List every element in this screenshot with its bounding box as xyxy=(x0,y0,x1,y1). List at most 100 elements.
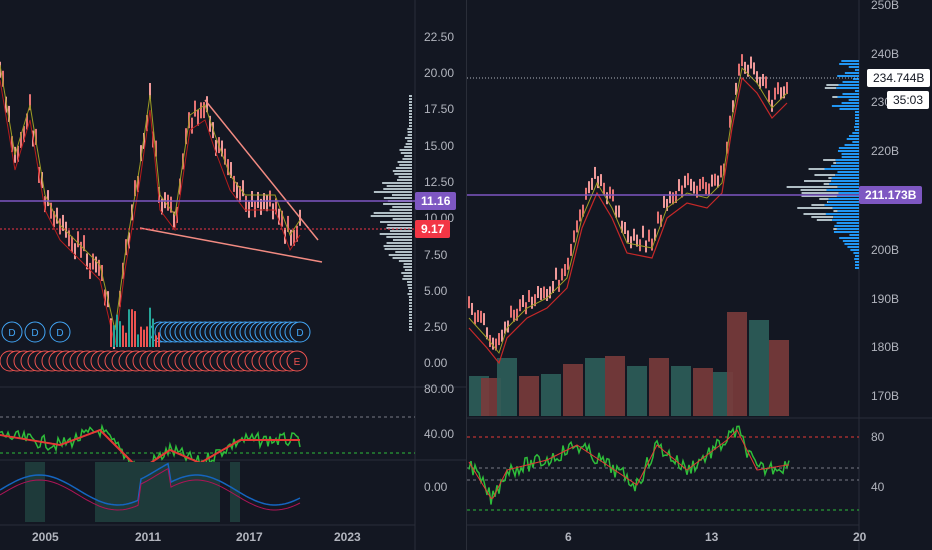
volume-profile-bar xyxy=(407,140,412,142)
volume-profile-bar xyxy=(383,197,412,199)
right-highlight-price-badge: 211.173B xyxy=(859,186,923,204)
volume-profile-bar xyxy=(383,188,412,190)
volume-profile-bar xyxy=(409,302,412,304)
volume-profile-bar xyxy=(836,162,859,164)
moving-average-line xyxy=(468,76,788,365)
event-marker-circle xyxy=(1,321,23,343)
moving-average-line xyxy=(0,79,301,346)
right-price-tick: 220B xyxy=(871,144,900,158)
volume-profile-bar xyxy=(392,257,412,259)
event-marker-circle xyxy=(49,321,71,343)
left-price-tick: 0.00 xyxy=(424,356,448,370)
volume-profile-bar xyxy=(384,248,412,250)
right-countdown-badge: 35:03 xyxy=(887,91,930,109)
volume-profile-bar xyxy=(403,263,412,265)
volume-bar xyxy=(131,309,133,347)
right-time-tick: 20 xyxy=(853,530,867,544)
volume-profile-bar xyxy=(370,215,412,217)
left-support-trendline[interactable] xyxy=(139,227,323,263)
volume-profile-bar xyxy=(828,177,832,179)
volume-bar xyxy=(519,376,539,416)
volume-profile-bar xyxy=(837,210,859,212)
volume-bar xyxy=(727,312,747,416)
left-resistance-trendline[interactable] xyxy=(204,99,319,241)
volume-profile-bar xyxy=(855,267,859,269)
left-volume-profile xyxy=(370,95,412,331)
volume-bar xyxy=(122,325,124,347)
volume-bar xyxy=(149,307,151,347)
right-chart-canvas[interactable] xyxy=(467,0,932,550)
left-price-tick: 2.50 xyxy=(424,320,448,334)
volume-profile-bar xyxy=(842,81,859,83)
volume-profile-bar xyxy=(399,149,412,151)
volume-profile-bar xyxy=(804,180,832,182)
volume-profile-bar xyxy=(404,137,412,139)
volume-profile-bar xyxy=(855,129,859,131)
volume-profile-bar xyxy=(825,213,859,215)
oscillator-band xyxy=(95,462,115,522)
volume-profile-bar xyxy=(827,201,859,203)
volume-profile-bar xyxy=(379,233,412,235)
volume-bar xyxy=(152,318,154,347)
volume-profile-bar xyxy=(836,195,859,197)
volume-profile-bar xyxy=(839,63,859,65)
volume-profile-bar xyxy=(844,243,859,245)
volume-bar xyxy=(137,334,139,347)
volume-profile-bar xyxy=(837,75,859,77)
volume-profile-bar xyxy=(835,159,859,161)
volume-profile-bar xyxy=(797,207,833,209)
volume-profile-bar xyxy=(834,225,859,227)
right-chart-pane[interactable]: 250B 240B 230B 220B 200B 190B 180B 170B … xyxy=(466,0,932,550)
volume-profile-bar xyxy=(823,159,836,161)
volume-bar xyxy=(749,320,769,416)
volume-profile-bar xyxy=(833,228,837,230)
volume-profile-bar xyxy=(836,228,859,230)
volume-profile-bar xyxy=(405,143,412,145)
volume-profile-bar xyxy=(844,72,859,74)
volume-bar xyxy=(649,358,669,416)
volume-profile-bar xyxy=(409,95,412,97)
right-price-series xyxy=(468,54,788,365)
volume-bar xyxy=(671,366,691,416)
volume-profile-bar xyxy=(855,114,859,116)
volume-profile-bar xyxy=(841,153,859,155)
volume-profile-bar xyxy=(409,104,412,106)
volume-profile-bar xyxy=(382,182,412,184)
volume-profile-bar xyxy=(395,167,412,169)
volume-profile-bar xyxy=(388,254,412,256)
volume-profile-bar xyxy=(380,221,412,223)
left-chart-canvas[interactable]: DDDDDDDDDDDDDDDDDDDDDDDDDDDDDDDDEEEEEEEE… xyxy=(0,0,466,550)
event-marker-circle xyxy=(286,350,308,372)
volume-profile-bar xyxy=(831,180,859,182)
left-price-tick: 12.50 xyxy=(424,175,455,189)
volume-profile-bar xyxy=(808,168,825,170)
volume-profile-bar xyxy=(373,212,412,214)
oscillator-band xyxy=(230,462,240,522)
volume-profile-bar xyxy=(398,260,412,262)
right-price-tick: 250B xyxy=(871,0,900,12)
event-marker-label: E xyxy=(294,357,301,368)
volume-profile-bar xyxy=(848,135,859,137)
volume-profile-bar xyxy=(855,255,859,257)
left-time-tick: 2011 xyxy=(135,530,162,544)
volume-profile-bar xyxy=(392,206,412,208)
volume-profile-bar xyxy=(409,290,412,292)
right-price-tick: 170B xyxy=(871,389,900,403)
volume-profile-bar xyxy=(409,110,412,112)
right-price-tick: 240B xyxy=(871,47,900,61)
oscillator-band xyxy=(200,462,220,522)
left-price-tick: 5.00 xyxy=(424,284,448,298)
volume-profile-bar xyxy=(402,278,412,280)
volume-profile-bar xyxy=(407,131,412,133)
volume-profile-bar xyxy=(844,144,859,146)
volume-bar xyxy=(497,358,517,416)
left-chart-pane[interactable]: DDDDDDDDDDDDDDDDDDDDDDDDDDDDDDDDEEEEEEEE… xyxy=(0,0,466,550)
right-time-tick: 6 xyxy=(565,530,572,544)
volume-bar xyxy=(158,332,160,347)
volume-profile-bar xyxy=(404,155,412,157)
volume-profile-bar xyxy=(409,326,412,328)
volume-profile-bar xyxy=(403,266,412,268)
volume-profile-bar xyxy=(833,231,859,233)
volume-profile-bar xyxy=(842,93,859,95)
volume-profile-bar xyxy=(837,96,859,98)
